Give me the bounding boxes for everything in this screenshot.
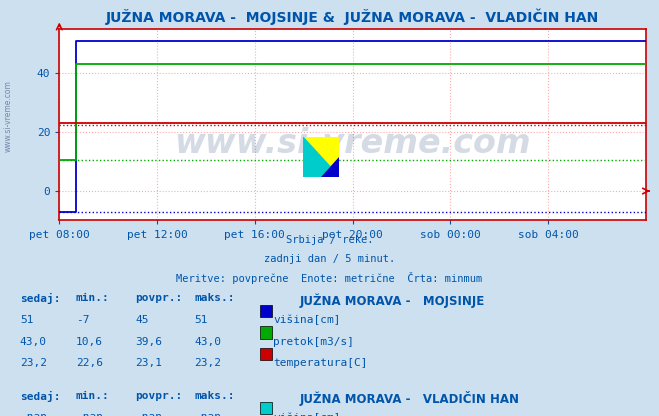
Text: 23,1: 23,1 bbox=[135, 358, 162, 368]
Text: www.si-vreme.com: www.si-vreme.com bbox=[4, 81, 13, 152]
Text: min.:: min.: bbox=[76, 293, 109, 303]
Text: maks.:: maks.: bbox=[194, 293, 235, 303]
Polygon shape bbox=[322, 157, 339, 177]
Text: -nan: -nan bbox=[135, 412, 162, 416]
Text: Srbija / reke.: Srbija / reke. bbox=[286, 235, 373, 245]
Text: sedaj:: sedaj: bbox=[20, 293, 60, 305]
Text: 51: 51 bbox=[194, 315, 208, 325]
Text: -nan: -nan bbox=[194, 412, 221, 416]
Text: temperatura[C]: temperatura[C] bbox=[273, 358, 368, 368]
Text: zadnji dan / 5 minut.: zadnji dan / 5 minut. bbox=[264, 254, 395, 264]
Text: sedaj:: sedaj: bbox=[20, 391, 60, 402]
Text: 45: 45 bbox=[135, 315, 148, 325]
Polygon shape bbox=[303, 137, 339, 177]
Text: povpr.:: povpr.: bbox=[135, 293, 183, 303]
Text: 23,2: 23,2 bbox=[194, 358, 221, 368]
Text: Meritve: povprečne  Enote: metrične  Črta: minmum: Meritve: povprečne Enote: metrične Črta:… bbox=[177, 272, 482, 285]
Text: -7: -7 bbox=[76, 315, 89, 325]
Text: maks.:: maks.: bbox=[194, 391, 235, 401]
Text: -nan: -nan bbox=[20, 412, 47, 416]
Text: 39,6: 39,6 bbox=[135, 337, 162, 347]
Text: www.si-vreme.com: www.si-vreme.com bbox=[174, 127, 531, 161]
Text: povpr.:: povpr.: bbox=[135, 391, 183, 401]
Text: 23,2: 23,2 bbox=[20, 358, 47, 368]
Text: 10,6: 10,6 bbox=[76, 337, 103, 347]
Text: 43,0: 43,0 bbox=[20, 337, 47, 347]
Text: 51: 51 bbox=[20, 315, 33, 325]
Text: JUŽNA MORAVA -   VLADIČIN HAN: JUŽNA MORAVA - VLADIČIN HAN bbox=[300, 391, 520, 406]
Text: JUŽNA MORAVA -   MOJSINJE: JUŽNA MORAVA - MOJSINJE bbox=[300, 293, 485, 308]
Text: -nan: -nan bbox=[76, 412, 103, 416]
Text: 22,6: 22,6 bbox=[76, 358, 103, 368]
Title: JUŽNA MORAVA -  MOJSINJE &  JUŽNA MORAVA -  VLADIČIN HAN: JUŽNA MORAVA - MOJSINJE & JUŽNA MORAVA -… bbox=[106, 9, 599, 25]
Text: min.:: min.: bbox=[76, 391, 109, 401]
Text: višina[cm]: višina[cm] bbox=[273, 315, 341, 325]
Text: pretok[m3/s]: pretok[m3/s] bbox=[273, 337, 355, 347]
Text: višina[cm]: višina[cm] bbox=[273, 412, 341, 416]
Text: 43,0: 43,0 bbox=[194, 337, 221, 347]
